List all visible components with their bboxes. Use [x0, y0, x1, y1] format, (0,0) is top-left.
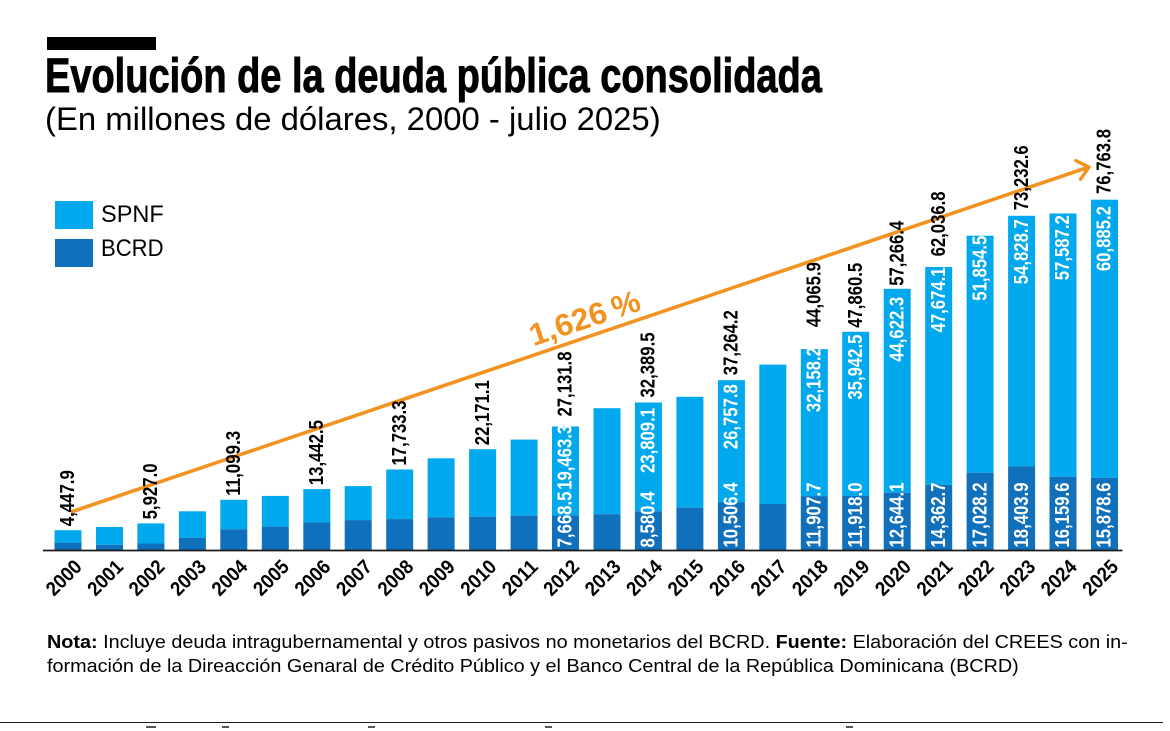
svg-text:57,587.2: 57,587.2 [1052, 215, 1074, 280]
svg-text:2025: 2025 [1078, 556, 1123, 601]
svg-text:2006: 2006 [291, 556, 336, 601]
svg-text:12,644.1: 12,644.1 [886, 483, 908, 548]
svg-text:2009: 2009 [415, 556, 460, 601]
svg-text:17,733.3: 17,733.3 [389, 401, 411, 466]
svg-text:2005: 2005 [249, 556, 294, 601]
svg-text:8,580.4: 8,580.4 [638, 491, 660, 548]
svg-text:2003: 2003 [166, 556, 211, 601]
svg-text:2022: 2022 [954, 556, 999, 601]
svg-text:2008: 2008 [374, 556, 419, 601]
svg-text:2017: 2017 [747, 556, 792, 601]
svg-text:2015: 2015 [664, 556, 709, 601]
svg-text:2023: 2023 [996, 556, 1041, 601]
svg-text:54,828.7: 54,828.7 [1011, 219, 1033, 284]
svg-text:2016: 2016 [705, 556, 750, 601]
svg-text:26,757.8: 26,757.8 [721, 384, 743, 449]
svg-text:15,878.6: 15,878.6 [1094, 483, 1116, 548]
svg-text:10,506.4: 10,506.4 [721, 482, 743, 548]
svg-text:2024: 2024 [1037, 555, 1082, 600]
svg-text:57,266.4: 57,266.4 [886, 220, 908, 286]
svg-text:51,854.5: 51,854.5 [969, 236, 991, 301]
svg-text:19,463.3: 19,463.3 [555, 425, 577, 490]
svg-text:11,907.7: 11,907.7 [804, 483, 826, 548]
svg-text:37,264.2: 37,264.2 [721, 310, 743, 375]
svg-text:2013: 2013 [581, 556, 626, 601]
svg-text:32,158.2: 32,158.2 [804, 347, 826, 412]
svg-text:2000: 2000 [42, 556, 87, 601]
svg-text:47,674.1: 47,674.1 [928, 267, 950, 332]
svg-text:44,622.3: 44,622.3 [886, 297, 908, 362]
svg-text:2021: 2021 [913, 556, 958, 601]
svg-text:76,763.8: 76,763.8 [1094, 129, 1116, 194]
svg-text:11,918.0: 11,918.0 [845, 483, 867, 548]
svg-text:62,036.8: 62,036.8 [928, 191, 950, 256]
svg-text:2018: 2018 [788, 556, 833, 601]
svg-text:60,885.2: 60,885.2 [1094, 206, 1116, 271]
svg-text:1,626 %: 1,626 % [525, 283, 645, 353]
svg-text:2019: 2019 [830, 556, 875, 601]
svg-text:11,099.3: 11,099.3 [223, 431, 245, 496]
svg-text:5,927.0: 5,927.0 [140, 463, 162, 519]
svg-text:27,131.8: 27,131.8 [555, 352, 577, 417]
svg-text:2011: 2011 [498, 556, 543, 601]
svg-text:22,171.1: 22,171.1 [472, 380, 494, 445]
svg-text:73,232.6: 73,232.6 [1011, 145, 1033, 210]
svg-text:2010: 2010 [457, 556, 502, 601]
svg-text:4,447.9: 4,447.9 [57, 470, 79, 526]
svg-text:32,389.5: 32,389.5 [638, 333, 660, 398]
svg-text:2020: 2020 [871, 556, 916, 601]
svg-text:2001: 2001 [83, 556, 128, 601]
svg-text:16,159.6: 16,159.6 [1052, 483, 1074, 548]
svg-text:2002: 2002 [125, 556, 170, 601]
svg-text:17,028.2: 17,028.2 [969, 482, 991, 547]
svg-text:13,442.5: 13,442.5 [306, 420, 328, 485]
svg-text:35,942.5: 35,942.5 [845, 335, 867, 400]
svg-text:2004: 2004 [208, 555, 253, 600]
svg-text:23,809.1: 23,809.1 [638, 408, 660, 473]
svg-text:44,065.9: 44,065.9 [804, 262, 826, 327]
svg-text:47,860.5: 47,860.5 [845, 263, 867, 328]
svg-text:7,668.5: 7,668.5 [555, 492, 577, 548]
svg-text:2012: 2012 [539, 556, 584, 601]
svg-text:18,403.9: 18,403.9 [1011, 483, 1033, 548]
svg-text:2014: 2014 [622, 555, 667, 600]
svg-text:2007: 2007 [332, 556, 377, 601]
svg-text:14,362.7: 14,362.7 [928, 483, 950, 548]
